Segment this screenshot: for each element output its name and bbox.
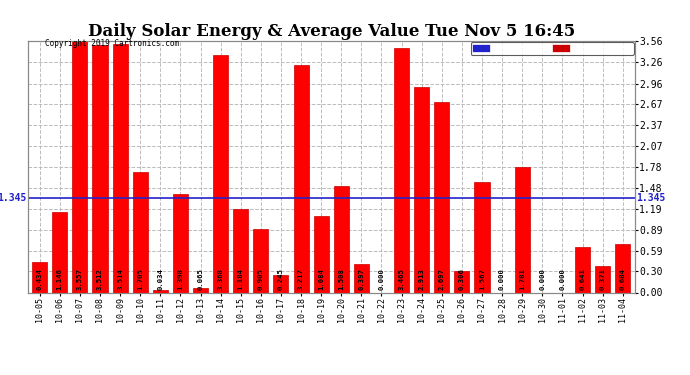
Bar (334, 186, 348, 292)
Bar (575, 247, 590, 292)
Bar (314, 216, 328, 292)
Bar (414, 87, 429, 292)
Text: 0.905: 0.905 (258, 268, 264, 290)
Text: 0.434: 0.434 (37, 268, 43, 290)
Bar (273, 275, 288, 292)
Text: 3.368: 3.368 (217, 268, 224, 290)
Text: 1.781: 1.781 (519, 268, 525, 290)
Bar (132, 172, 148, 292)
Bar (595, 266, 610, 292)
Bar (354, 264, 369, 292)
Text: 0.245: 0.245 (278, 268, 284, 290)
Bar (173, 194, 188, 292)
Text: 1.345: 1.345 (0, 193, 27, 202)
Text: 0.000: 0.000 (540, 268, 545, 290)
Legend: Average ($), Daily   ($): Average ($), Daily ($) (471, 42, 634, 55)
Text: 2.913: 2.913 (419, 268, 424, 290)
Bar (253, 229, 268, 292)
Text: 1.084: 1.084 (318, 268, 324, 290)
Bar (92, 45, 108, 292)
Bar (434, 102, 449, 292)
Bar (32, 262, 47, 292)
Bar (112, 45, 128, 292)
Text: 0.306: 0.306 (459, 268, 465, 290)
Text: 0.000: 0.000 (499, 268, 505, 290)
Text: 1.508: 1.508 (338, 268, 344, 290)
Text: 0.641: 0.641 (580, 268, 586, 290)
Bar (515, 167, 530, 292)
Text: 0.000: 0.000 (378, 268, 384, 290)
Text: 3.465: 3.465 (399, 268, 404, 290)
Bar (213, 55, 228, 292)
Bar (52, 211, 68, 292)
Text: 1.184: 1.184 (238, 268, 244, 290)
Text: 1.705: 1.705 (137, 268, 144, 290)
Text: Copyright 2019 Cartronics.com: Copyright 2019 Cartronics.com (45, 39, 179, 48)
Bar (193, 288, 208, 292)
Bar (454, 271, 469, 292)
Text: 1.398: 1.398 (177, 268, 184, 290)
Text: 0.034: 0.034 (157, 268, 164, 290)
Bar (293, 66, 308, 292)
Text: 1.345: 1.345 (635, 193, 665, 202)
Bar (233, 209, 248, 292)
Text: 2.697: 2.697 (439, 268, 445, 290)
Text: 3.514: 3.514 (117, 268, 123, 290)
Text: 0.065: 0.065 (197, 268, 204, 290)
Title: Daily Solar Energy & Average Value Tue Nov 5 16:45: Daily Solar Energy & Average Value Tue N… (88, 23, 575, 40)
Text: 0.397: 0.397 (358, 268, 364, 290)
Text: 0.684: 0.684 (620, 268, 626, 290)
Text: 1.567: 1.567 (479, 268, 485, 290)
Bar (152, 290, 168, 292)
Text: 3.217: 3.217 (298, 268, 304, 290)
Text: 3.512: 3.512 (97, 268, 103, 290)
Text: 0.371: 0.371 (600, 268, 606, 290)
Bar (475, 182, 489, 292)
Bar (72, 42, 88, 292)
Bar (394, 48, 409, 292)
Text: 3.557: 3.557 (77, 268, 83, 290)
Text: 0.000: 0.000 (560, 268, 565, 290)
Bar (615, 244, 630, 292)
Text: 1.146: 1.146 (57, 268, 63, 290)
